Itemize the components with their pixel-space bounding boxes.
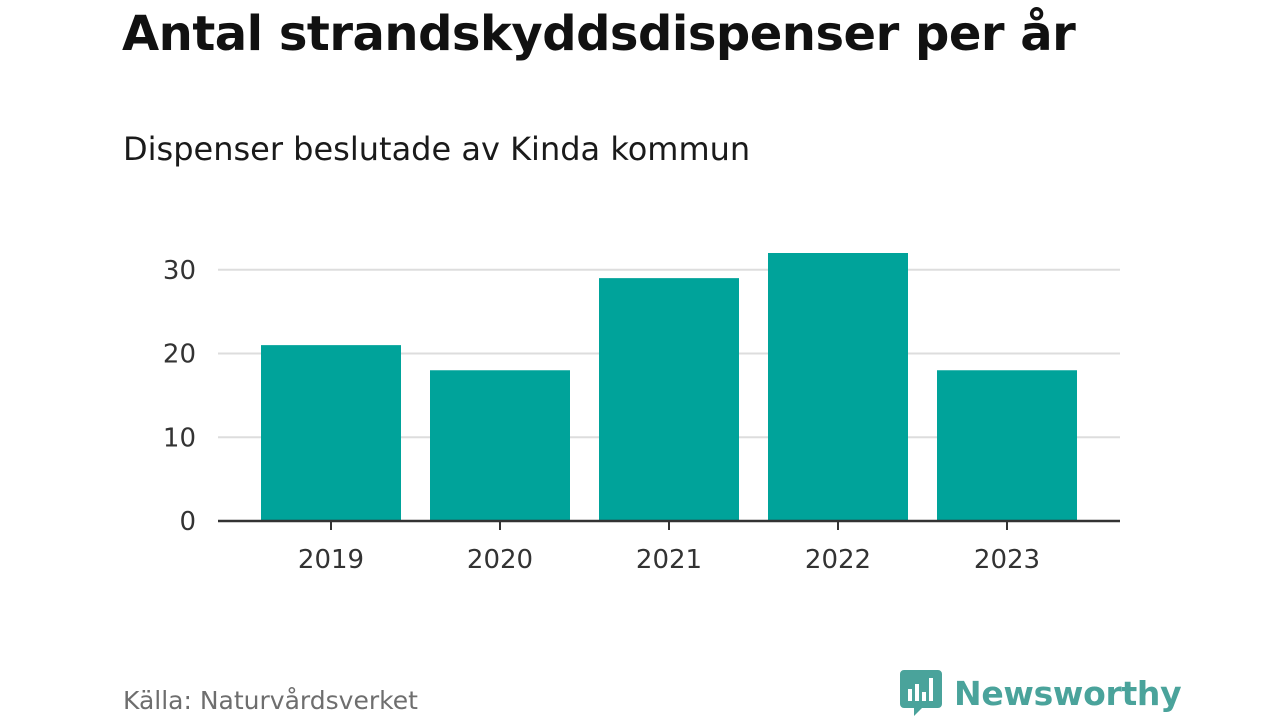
source-note: Källa: Naturvårdsverket [123, 686, 418, 715]
x-tick-label: 2023 [974, 545, 1040, 575]
bar-2019 [261, 345, 401, 521]
bar-2023 [937, 370, 1077, 521]
y-tick-label: 0 [179, 507, 196, 537]
bar-2020 [430, 370, 570, 521]
y-tick-label: 20 [163, 340, 196, 370]
newsworthy-logo: Newsworthy [900, 670, 1182, 716]
chart-subtitle: Dispenser beslutade av Kinda kommun [123, 130, 751, 168]
x-tick-label: 2022 [805, 545, 871, 575]
chart-title: Antal strandskyddsdispenser per år [122, 6, 1076, 62]
bar-2022 [768, 253, 908, 521]
newsworthy-logo-icon [900, 670, 942, 716]
x-tick-label: 2021 [636, 545, 702, 575]
y-tick-label: 10 [163, 423, 196, 453]
brand-name: Newsworthy [954, 673, 1182, 713]
x-tick-label: 2020 [467, 545, 533, 575]
x-tick-label: 2019 [298, 545, 364, 575]
bar-2021 [599, 278, 739, 521]
y-tick-label: 30 [163, 256, 196, 286]
